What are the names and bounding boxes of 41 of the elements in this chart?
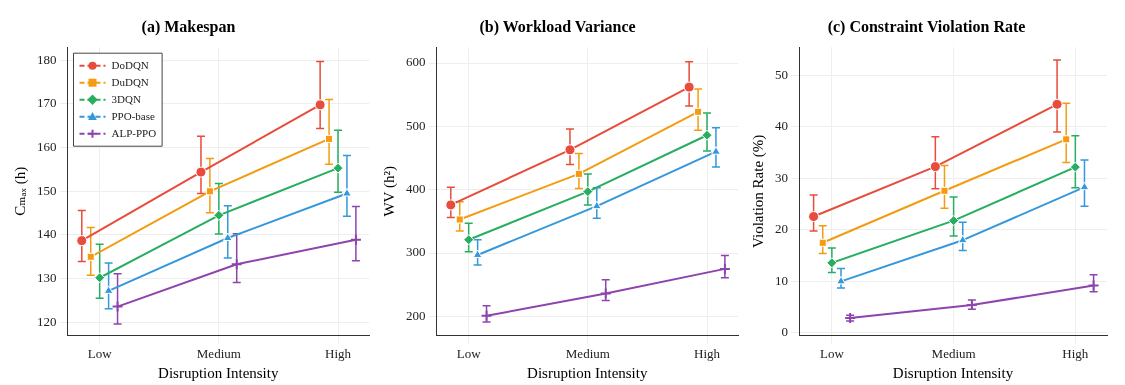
legend-label: PPO-base	[111, 109, 156, 122]
y-tick-label: 30	[775, 169, 788, 185]
y-tick-label: 600	[406, 54, 426, 70]
x-tick-label: High	[325, 345, 352, 361]
y-tick-label: 140	[37, 226, 57, 242]
x-tick-label: Medium	[196, 345, 241, 361]
y-tick-label: 130	[37, 270, 57, 286]
legend-label: DoDQN	[111, 58, 149, 71]
x-tick-label: Low	[87, 345, 113, 361]
y-tick-label: 0	[781, 324, 788, 340]
y-axis-title: Cₘₐₓ (h)	[11, 166, 29, 216]
x-tick-label: High	[694, 345, 721, 361]
x-tick-label: Low	[819, 345, 845, 361]
y-tick-label: 500	[406, 117, 426, 133]
legend-label: ALP-PPO	[111, 126, 157, 139]
x-tick-label: Medium	[565, 345, 610, 361]
chart-title: (a) Makespan	[141, 17, 236, 36]
y-tick-label: 200	[406, 307, 426, 323]
chart-title: (b) Workload Variance	[479, 17, 636, 36]
x-tick-label: Medium	[931, 345, 976, 361]
x-axis-title: Disruption Intensity	[527, 364, 648, 381]
x-axis-title: Disruption Intensity	[892, 364, 1014, 381]
y-tick-label: 400	[406, 181, 426, 197]
y-tick-label: 10	[775, 272, 788, 288]
x-tick-label: Low	[456, 345, 482, 361]
y-tick-label: 180	[37, 51, 57, 67]
y-tick-label: 120	[37, 313, 57, 329]
y-tick-label: 160	[37, 139, 57, 155]
y-tick-label: 40	[775, 118, 788, 134]
y-tick-label: 300	[406, 244, 426, 260]
legend-label: DuDQN	[111, 75, 149, 88]
legend-label: 3DQN	[111, 92, 141, 105]
x-tick-label: High	[1062, 345, 1089, 361]
y-tick-label: 170	[37, 95, 57, 111]
y-axis-title: Violation Rate (%)	[749, 134, 767, 248]
y-tick-label: 150	[37, 182, 57, 198]
chart-title: (c) Constraint Violation Rate	[827, 17, 1026, 36]
y-tick-label: 50	[775, 66, 788, 82]
y-axis-title: WV (h²)	[380, 166, 398, 217]
x-axis-title: Disruption Intensity	[158, 364, 279, 381]
y-tick-label: 20	[775, 221, 788, 237]
